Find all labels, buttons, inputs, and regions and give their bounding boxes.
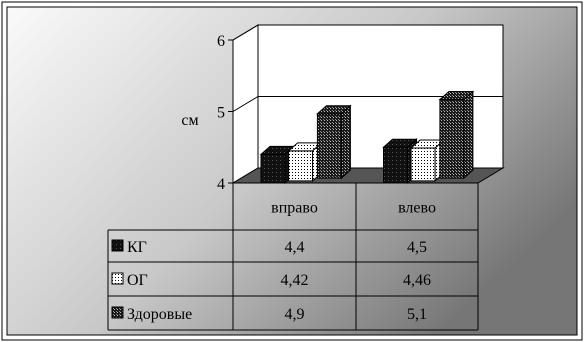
- bar-side: [463, 90, 474, 180]
- bar-side: [340, 104, 351, 180]
- bar: [438, 90, 475, 180]
- data-table: вправо влево КГ 4,4 4,5 ОГ 4,42 4,46 Здоровые 4,9…: [107, 183, 479, 331]
- data-label: 4,42: [281, 272, 309, 289]
- x-category-label: вправо: [271, 200, 318, 217]
- y-tick-label: 5: [217, 105, 225, 122]
- bar-front: [410, 147, 436, 182]
- legend-key: [111, 239, 124, 252]
- legend-label: КГ: [127, 239, 147, 256]
- gridline: [232, 96, 503, 112]
- legend-key: [111, 272, 124, 285]
- data-label: 4,4: [285, 239, 305, 256]
- bars: [259, 90, 475, 185]
- y-axis-label: см: [181, 112, 198, 129]
- bar: [316, 104, 352, 180]
- y-tick-label: 6: [217, 33, 225, 50]
- y-tick-label: 4: [217, 176, 225, 193]
- data-label: 4,46: [403, 272, 431, 289]
- bar: [409, 138, 446, 183]
- bar-front: [383, 146, 408, 184]
- bar: [287, 141, 323, 183]
- bar-front: [260, 153, 286, 184]
- data-label: 4,5: [407, 239, 427, 256]
- legend-key: [111, 306, 124, 319]
- y-axis: см 4 5 6: [181, 33, 233, 193]
- bar-front: [316, 113, 342, 179]
- gridlines: [232, 24, 503, 112]
- data-label: 5,1: [407, 306, 427, 323]
- gridline: [232, 24, 503, 41]
- legend-label: ОГ: [127, 272, 148, 289]
- x-category-label: влево: [398, 200, 436, 217]
- legend-label: Здоровые: [127, 306, 192, 323]
- bar-front: [439, 98, 465, 179]
- data-label: 4,9: [285, 306, 305, 323]
- bar-front: [288, 150, 314, 182]
